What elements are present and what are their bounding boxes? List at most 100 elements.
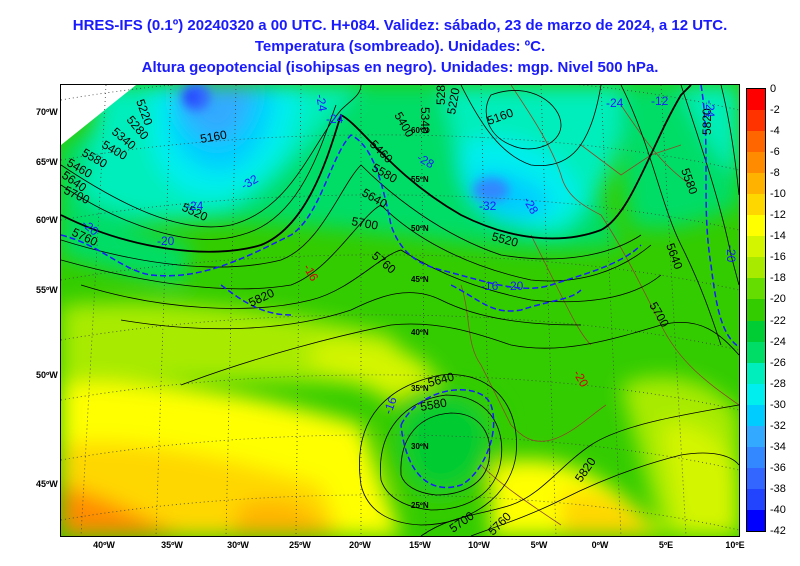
- isotherm-label: -24: [186, 199, 204, 213]
- bottom-axis-label: 25ºW: [289, 540, 311, 550]
- height-label: 5700: [350, 214, 379, 232]
- colorbar-tick-label: -24: [770, 335, 786, 348]
- left-axis-label: 70ºW: [36, 107, 58, 117]
- map-title-line-1: HRES-IFS (0.1º) 20240320 a 00 UTC. H+084…: [72, 17, 728, 34]
- colorbar-segment: [747, 467, 765, 490]
- weather-map: 5160 5220 5280 5340 5400 5460 5520 5580 …: [60, 84, 740, 537]
- grid-lat-labels: 60ºN 55ºN 50ºN 45ºN 40ºN 35ºN 30ºN 25ºN: [411, 126, 429, 510]
- bottom-axis-label: 5ºE: [658, 540, 674, 550]
- colorbar-tick-label: -16: [770, 251, 786, 264]
- colorbar-tick-label: -2: [770, 104, 780, 117]
- colorbar-tick-label: -30: [770, 398, 786, 411]
- isotherm-label: -24: [703, 100, 717, 118]
- map-title-line-3: Altura geopotencial (isohipsas en negro)…: [141, 59, 659, 76]
- grid-lat-label: 45ºN: [411, 275, 429, 284]
- colorbar-segment: [747, 89, 765, 111]
- grid-lat-label: 30ºN: [411, 442, 429, 451]
- colorbar-tick-label: -42: [770, 525, 786, 537]
- colorbar-segment: [747, 152, 765, 174]
- bottom-axis-label: 5ºW: [530, 540, 548, 550]
- height-label: 5340: [418, 107, 432, 134]
- left-axis-label: 50ºW: [36, 370, 58, 380]
- isotherm-label: -20: [724, 245, 738, 263]
- temperature-isotherms: [61, 85, 739, 489]
- colorbar-segment: [747, 299, 765, 322]
- grid-lat-label: 60ºN: [411, 126, 429, 135]
- colorbar-tick-label: -20: [770, 293, 786, 306]
- bottom-axis-label: 0ºW: [591, 540, 609, 550]
- bottom-axis-label: 15ºW: [409, 540, 431, 550]
- temperature-shading: [61, 85, 739, 536]
- colorbar-segment: [747, 257, 765, 279]
- colorbar-segment: [747, 425, 765, 448]
- bottom-axis-label: 30ºW: [227, 540, 249, 550]
- colorbar-segment: [747, 488, 765, 511]
- colorbar-tick-label: -40: [770, 503, 786, 516]
- isotherm-label: -24: [326, 112, 344, 126]
- isotherm-label: -16: [481, 279, 499, 293]
- colorbar-tick-label: -8: [770, 167, 780, 180]
- coastlines: [460, 85, 739, 526]
- colorbar-tick-label: -4: [770, 125, 780, 138]
- grid-lat-label: 40ºN: [411, 328, 429, 337]
- colorbar-tick-label: 0: [770, 83, 777, 95]
- colorbar-segment: [747, 173, 765, 195]
- colorbar-segment: [747, 278, 765, 300]
- colorbar-tick-label: -12: [770, 209, 786, 222]
- grid-lat-label: 35ºN: [411, 384, 429, 393]
- colorbar-tick-label: -36: [770, 461, 786, 474]
- bottom-axis-label: 35ºW: [161, 540, 183, 550]
- height-label: 5580: [419, 395, 448, 413]
- colorbar-tick-label: -18: [770, 272, 786, 285]
- colorbar-segment: [747, 341, 765, 364]
- height-label: 5160: [199, 127, 228, 145]
- map-title-line-2: Temperatura (sombreado). Unidades: ºC.: [254, 38, 546, 55]
- temperature-colorbar: [746, 88, 766, 532]
- isotherm-labels: -24 -32 -28 -24 -20 -20 -24 -28 -32 -20 …: [79, 93, 738, 416]
- bottom-axis-label: 10ºE: [725, 540, 745, 550]
- colorbar-segment: [747, 215, 765, 237]
- isotherm-label: -24: [606, 96, 624, 110]
- colorbar-segment: [747, 131, 765, 153]
- colorbar-tick-label: -32: [770, 419, 786, 432]
- colorbar-tick-label: -26: [770, 356, 786, 369]
- colorbar-tick-label: -10: [770, 188, 786, 201]
- isotherm-label: -24: [313, 93, 330, 113]
- colorbar-segment: [747, 362, 765, 385]
- colorbar-tick-label: -28: [770, 377, 786, 390]
- isotherm-label: -12: [651, 94, 669, 108]
- height-label: 5640: [426, 369, 456, 390]
- colorbar-segment: [747, 110, 765, 132]
- colorbar-tick-label: -34: [770, 440, 786, 453]
- grid-lat-label: 50ºN: [411, 224, 429, 233]
- bottom-axis-label: 10ºW: [468, 540, 490, 550]
- height-label: 5220: [444, 86, 462, 115]
- height-label: 5820: [700, 108, 714, 135]
- colorbar-segment: [747, 194, 765, 216]
- isotherm-label: -20: [506, 279, 524, 293]
- colorbar-segment: [747, 236, 765, 258]
- grid-lat-label: 25ºN: [411, 501, 429, 510]
- height-label: 5280: [434, 85, 448, 105]
- geopotential-contours: [61, 85, 739, 536]
- colorbar-tick-label: -14: [770, 230, 786, 243]
- map-svg: 5160 5220 5280 5340 5400 5460 5520 5580 …: [61, 85, 739, 536]
- bottom-axis-label: 20ºW: [349, 540, 371, 550]
- height-label: 5520: [490, 229, 520, 250]
- isotherm-label: -20: [157, 234, 175, 248]
- left-axis-label: 65ºW: [36, 157, 58, 167]
- isotherm-label: -16: [381, 395, 400, 416]
- colorbar-segment: [747, 320, 765, 343]
- colorbar-segment: [747, 509, 765, 532]
- grid-lat-label: 55ºN: [411, 175, 429, 184]
- colorbar-tick-label: -6: [770, 146, 780, 159]
- colorbar-segment: [747, 446, 765, 469]
- left-axis-label: 60ºW: [36, 215, 58, 225]
- colorbar-tick-label: -38: [770, 482, 786, 495]
- lat-lon-grid: [61, 85, 739, 536]
- bottom-axis-label: 40ºW: [93, 540, 115, 550]
- left-axis-label: 45ºW: [36, 479, 58, 489]
- left-axis-label: 55ºW: [36, 285, 58, 295]
- isotherm-label: -32: [479, 199, 497, 213]
- colorbar-tick-label: -22: [770, 314, 786, 327]
